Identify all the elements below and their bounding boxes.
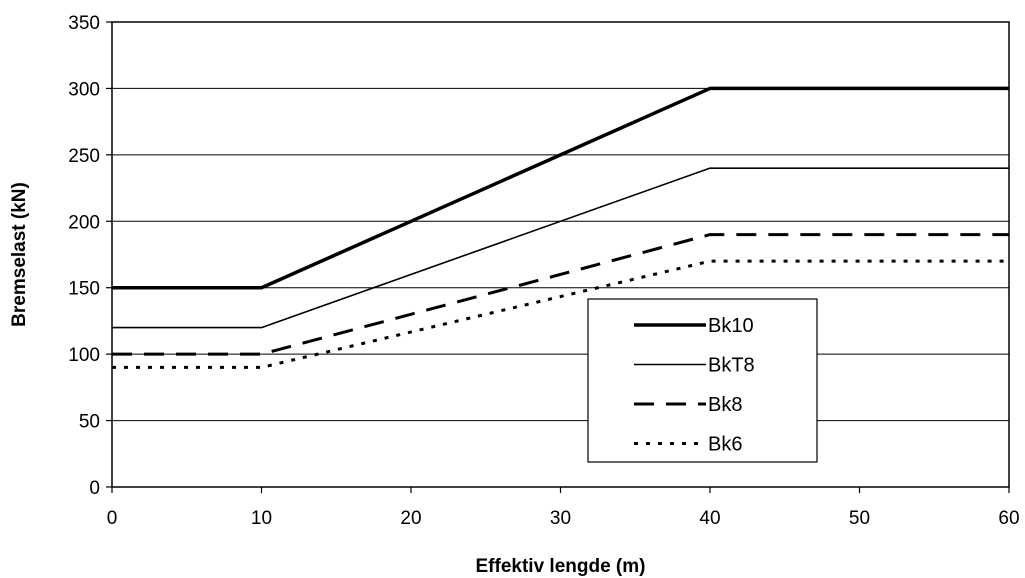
y-tick-label: 50 (79, 412, 100, 433)
x-tick-label: 0 (107, 508, 118, 529)
x-tick-label: 50 (849, 508, 870, 529)
y-axis-title: Bremselast (kN) (9, 182, 30, 327)
axis-ticks: 0 50 100 150 200 250 300 350 0 10 20 30 40 50 60 (68, 13, 1019, 529)
series-line-bkt8 (112, 167, 1009, 329)
y-tick-label: 300 (68, 79, 100, 100)
x-tick-label: 30 (550, 508, 571, 529)
legend: Bk10 BkT8 Bk8 Bk6 (587, 298, 818, 463)
grid-lines (112, 87, 1009, 422)
y-tick-label: 100 (68, 345, 100, 366)
x-tick-label: 20 (400, 508, 421, 529)
legend-label-bk8: Bk8 (708, 394, 742, 416)
y-tick-label: 200 (68, 212, 100, 233)
legend-box (587, 298, 818, 463)
series-line-bk6 (112, 259, 1009, 369)
legend-label-bk10: Bk10 (708, 315, 754, 337)
y-tick-label: 250 (68, 146, 100, 167)
x-axis-title: Effektiv lengde (m) (476, 556, 646, 577)
series-line-bk10 (112, 86, 1009, 290)
legend-label-bkt8: BkT8 (708, 355, 755, 377)
y-tick-label: 150 (68, 279, 100, 300)
x-tick-label: 10 (251, 508, 272, 529)
y-tick-label: 350 (68, 13, 100, 34)
y-tick-label: 0 (89, 478, 100, 499)
legend-label-bk6: Bk6 (708, 434, 742, 456)
series-line-bk8 (112, 233, 1009, 356)
series-lines (112, 86, 1009, 369)
plot-area-frame (111, 21, 1010, 488)
x-tick-label: 40 (699, 508, 720, 529)
x-tick-label: 60 (998, 508, 1019, 529)
